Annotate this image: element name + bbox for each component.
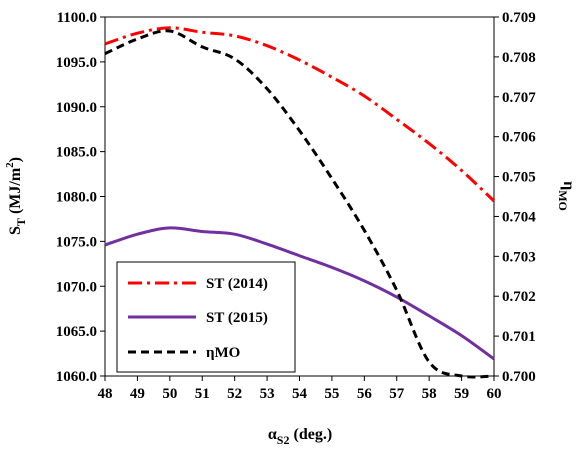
y-left-tick-label: 1075.0 <box>56 234 97 250</box>
y-left-tick-label: 1060.0 <box>56 369 97 385</box>
y-right-tick-label: 0.705 <box>502 170 536 186</box>
y-left-tick-label: 1065.0 <box>56 324 97 340</box>
y-right-tick-label: 0.701 <box>502 329 536 345</box>
series-eta-mo-line <box>104 29 495 379</box>
y-right-tick-label: 0.702 <box>502 289 536 305</box>
y-axis-right-title: ηMO <box>556 181 577 211</box>
legend-label-st-2015: ST (2015) <box>206 310 268 326</box>
y-right-tick-label: 0.707 <box>502 90 536 106</box>
y-right-tick-label: 0.700 <box>502 369 536 385</box>
x-tick-label: 58 <box>422 386 437 402</box>
x-tick-label: 52 <box>227 386 242 402</box>
x-tick-label: 49 <box>130 386 145 402</box>
y-left-tick-label: 1095.0 <box>56 55 97 71</box>
series-st-2015-line <box>104 226 495 361</box>
y-left-tick-label: 1070.0 <box>56 279 97 295</box>
legend-label-st-2014: ST (2014) <box>206 276 268 292</box>
x-tick-label: 48 <box>98 386 113 402</box>
y-left-tick-label: 1085.0 <box>56 145 97 161</box>
x-tick-label: 53 <box>260 386 275 402</box>
series-st-2014-line <box>104 26 496 203</box>
x-axis-title: αS2 (deg.) <box>268 426 332 447</box>
y-left-tick-label: 1080.0 <box>56 190 97 206</box>
series-layer <box>104 26 496 379</box>
axes-layer: 48 49 50 51 52 53 54 55 56 57 58 59 60 1060.0 1065.0 10… <box>56 10 537 402</box>
x-tick-label: 54 <box>292 386 308 402</box>
x-tick-label: 56 <box>357 386 373 402</box>
y-right-tick-label: 0.709 <box>502 10 536 26</box>
y-right-tick-label: 0.708 <box>502 50 536 66</box>
x-tick-label: 51 <box>195 386 210 402</box>
legend-label-eta-mo: ηMO <box>206 345 240 361</box>
y-right-tick-label: 0.703 <box>502 249 536 265</box>
y-axis-left-title: ST (MJ/m2) <box>4 157 28 235</box>
x-tick-label: 57 <box>389 386 405 402</box>
x-tick-label: 60 <box>487 386 502 402</box>
x-tick-label: 50 <box>162 386 177 402</box>
legend: ST (2014) ST (2015) ηMO <box>116 261 296 373</box>
y-right-tick-label: 0.706 <box>502 130 536 146</box>
x-tick-label: 59 <box>454 386 469 402</box>
y-left-tick-label: 1090.0 <box>56 100 97 116</box>
x-tick-label: 55 <box>324 386 339 402</box>
y-left-tick-label: 1100.0 <box>57 10 97 26</box>
y-right-tick-label: 0.704 <box>502 209 536 225</box>
